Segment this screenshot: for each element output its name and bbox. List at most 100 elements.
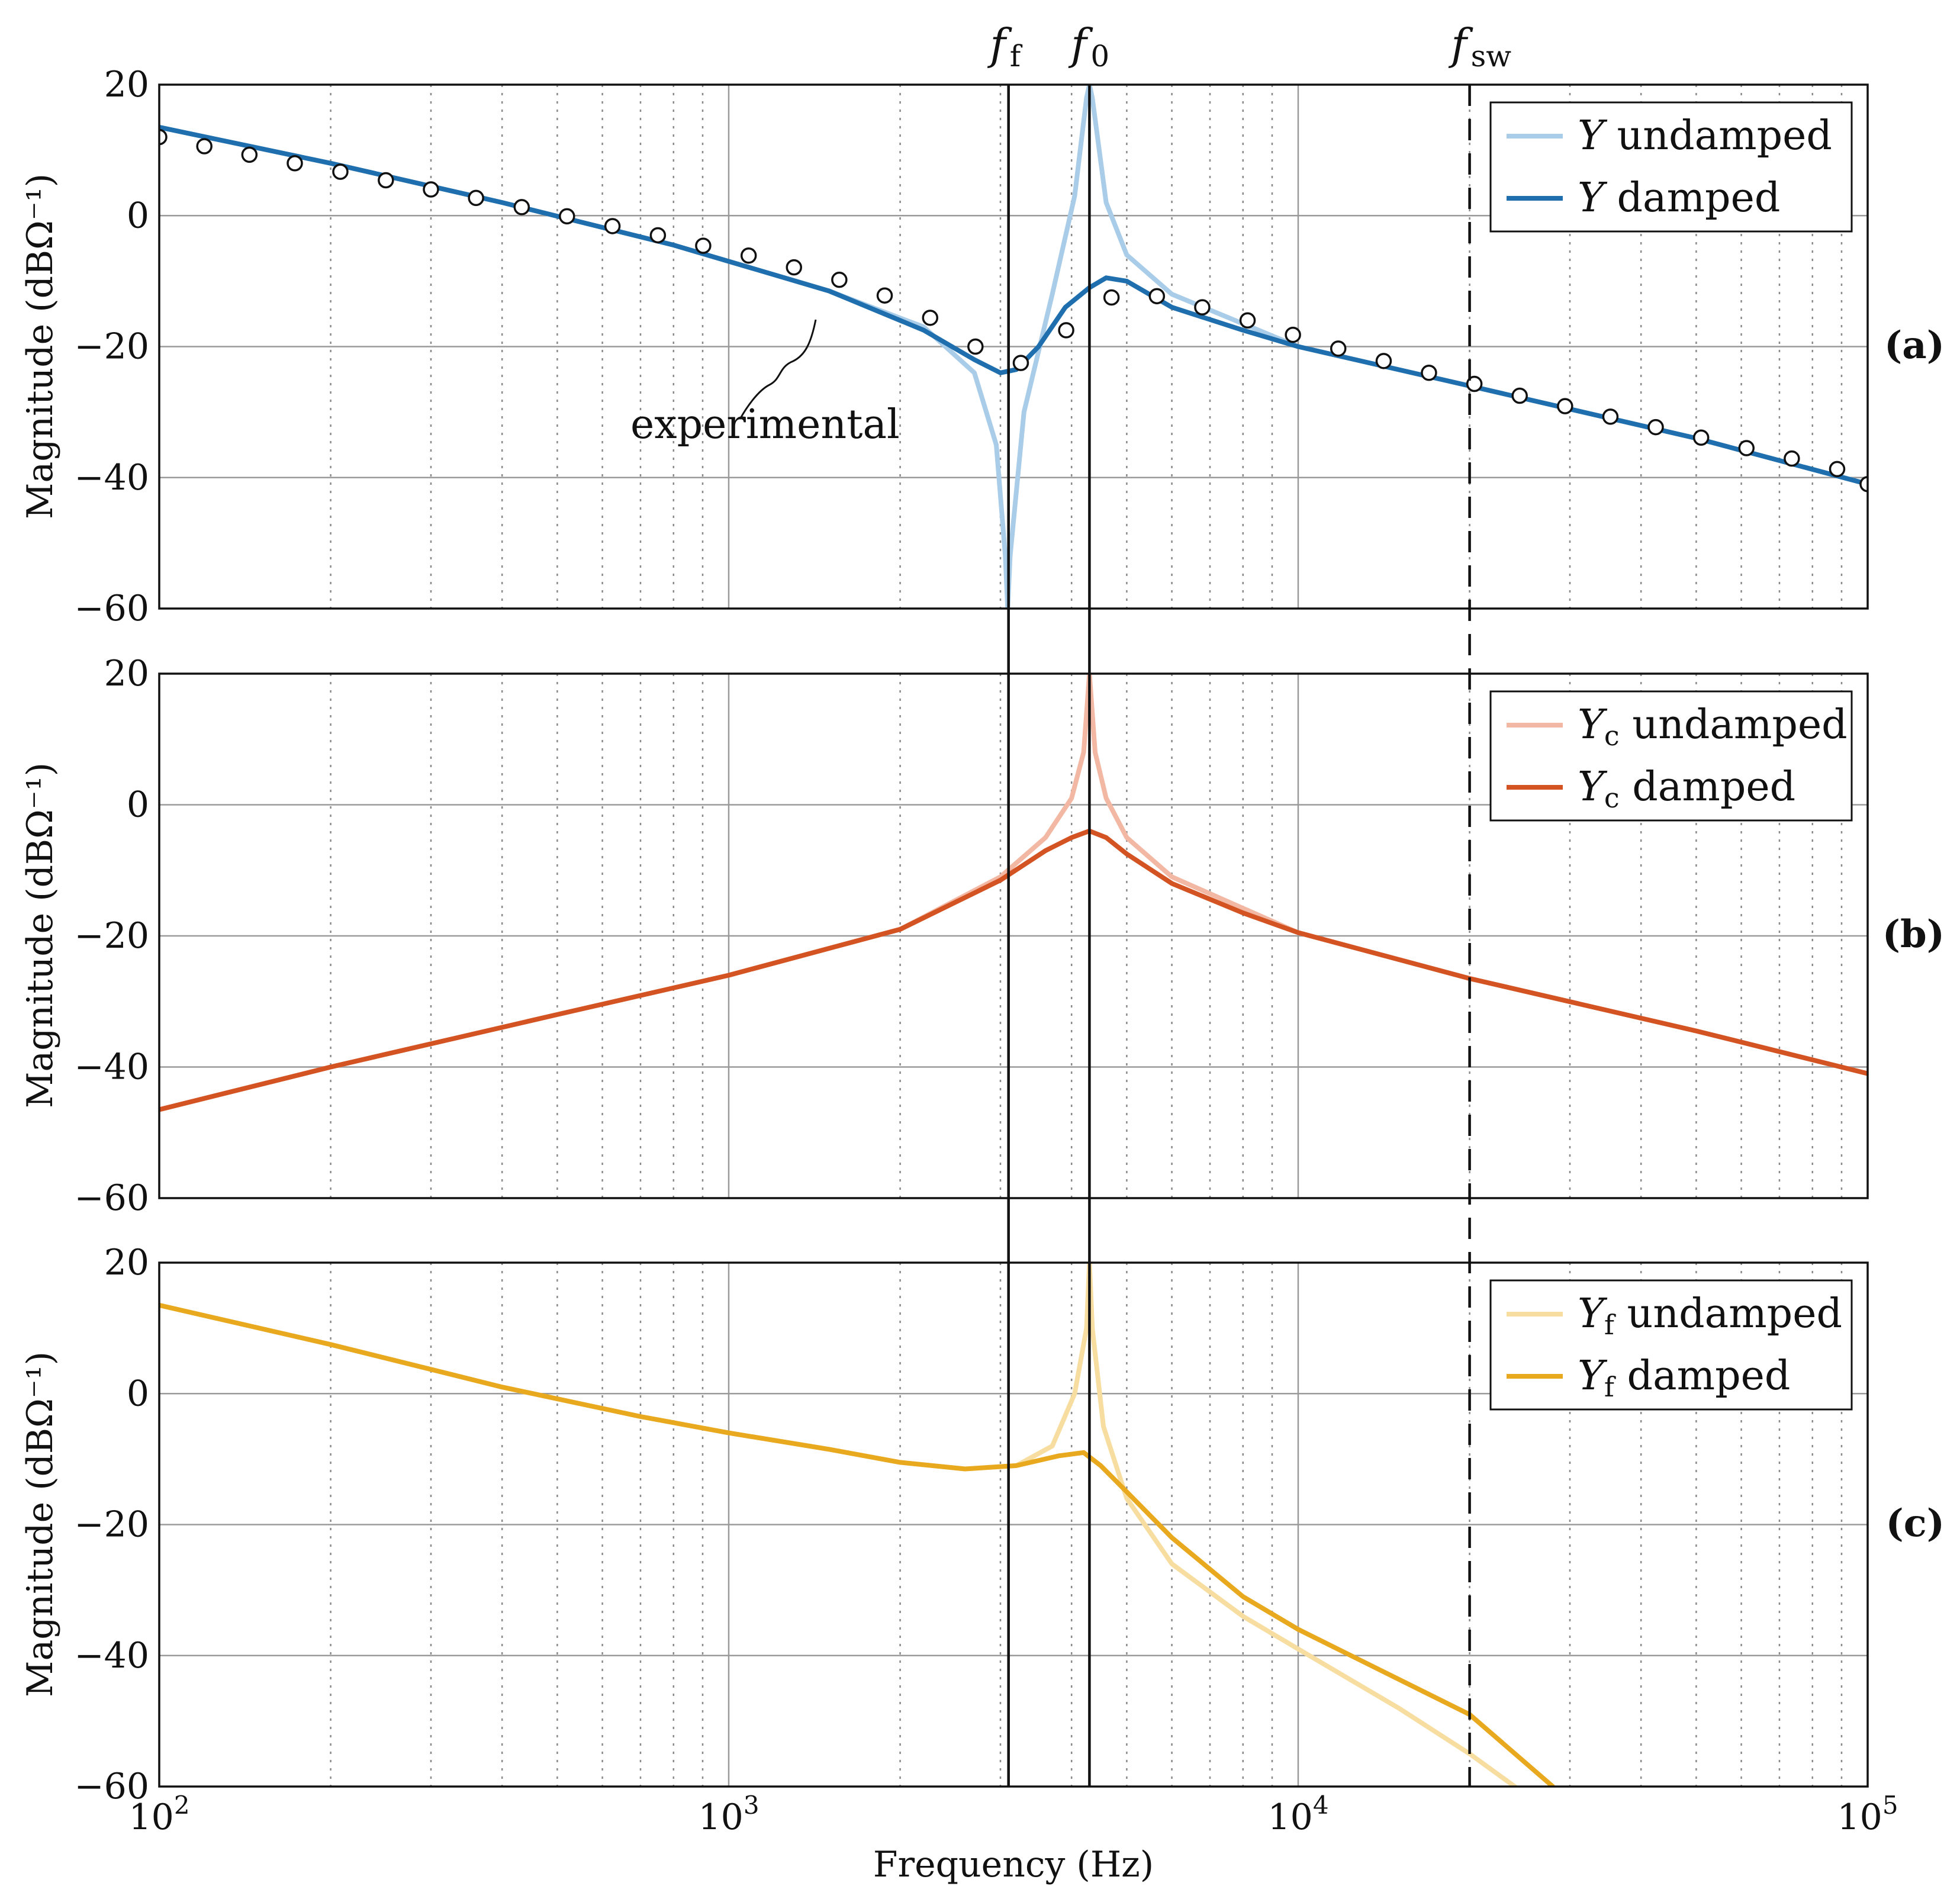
experimental-point-21 [1103,289,1120,306]
experimental-point-27 [1375,353,1392,369]
panel-b-legend-entry-1: Yc damped [1578,764,1795,814]
panel-c: 20 0 −20 −40 −60 Magnitude (dBΩ⁻¹) (c) Yf un… [20,1242,1945,1807]
experimental-point-35 [1738,440,1755,456]
panel-a-frame [158,83,1869,610]
panel-c-legend-entry-1: Yf damped [1578,1353,1790,1403]
experimental-point-9 [559,208,575,225]
panel-b-yticks: 20 0 −20 −40 −60 [74,653,149,1219]
experimental-point-32 [1602,408,1619,425]
panel-c-legend: Yf undamped Yf damped [1489,1279,1853,1411]
x-tick-label-3: 105 [1837,1791,1898,1838]
panel-b-legend-entry-0: Yc undamped [1578,701,1848,752]
panel-a-ytick-label-0: 20 [104,64,149,105]
experimental-point-22 [1148,288,1166,305]
panel-b-series-1 [159,828,1868,1112]
panel-c-ytick-label-0: 20 [104,1242,149,1283]
panel-c-ytick-label-4: −60 [74,1766,149,1807]
experimental-point-0 [159,128,168,146]
panel-b-label: (b) [1882,912,1945,957]
panel-b-frame [158,672,1869,1199]
experimental-point-11 [649,227,667,244]
panel-b-ylabel: Magnitude (dBΩ⁻¹) [20,762,61,1108]
marker-label-ff: f [987,20,1012,69]
x-tick-labels: 102 103 104 105 [128,1791,1898,1838]
experimental-point-18 [967,338,984,355]
panel-a-plot [159,85,1868,609]
experimental-point-3 [287,155,303,172]
panel-a: 20 0 −20 −40 −60 Magnitude (dBΩ⁻¹) (a) Y und… [20,64,1945,629]
experimental-point-6 [423,181,439,198]
panel-c-label: (c) [1885,1501,1945,1546]
experimental-annotation-leader [739,319,817,420]
experimental-point-13 [740,247,757,264]
experimental-point-37 [1829,461,1846,478]
experimental-point-16 [876,287,893,304]
panel-c-yticks: 20 0 −20 −40 −60 [74,1242,149,1807]
experimental-point-12 [695,237,712,254]
experimental-annotation-label: experimental [630,401,900,448]
experimental-point-8 [513,199,530,215]
experimental-point-14 [786,259,803,276]
panel-a-ytick-label-2: −20 [74,326,149,368]
experimental-point-33 [1647,419,1664,436]
experimental-point-17 [922,310,939,326]
panel-b-ytick-label-0: 20 [104,653,149,694]
panel-a-legend-box [1489,101,1853,233]
x-tick-label-0: 102 [128,1791,189,1838]
x-tick-label-2: 104 [1267,1791,1328,1838]
panel-b-legend: Yc undamped Yc damped [1489,690,1853,822]
panel-b-ytick-label-4: −60 [74,1177,149,1219]
panel-b-ytick-label-3: −40 [74,1047,149,1088]
panel-a-ytick-label-4: −60 [74,588,149,629]
marker-label-fsw: f [1448,20,1473,69]
experimental-point-36 [1784,450,1800,467]
experimental-point-38 [1859,476,1868,493]
panel-a-label: (a) [1884,323,1945,368]
marker-sub-f0: 0 [1090,39,1109,73]
panel-a-ylabel: Magnitude (dBΩ⁻¹) [20,173,61,519]
panel-c-series-1 [159,1302,1556,1787]
experimental-point-4 [332,163,349,180]
panel-a-ytick-label-1: 0 [127,195,149,236]
panel-c-ytick-label-2: −20 [74,1504,149,1546]
marker-sub-fsw: sw [1471,39,1512,73]
experimental-point-28 [1421,365,1437,381]
panel-b-grid [159,674,1868,1198]
experimental-point-1 [196,138,213,155]
experimental-point-19 [1012,355,1029,371]
experimental-point-34 [1692,429,1710,446]
experimental-point-5 [378,172,394,189]
experimental-point-7 [468,189,484,207]
experimental-point-10 [604,218,621,234]
vertical-markers: f f f 0 f sw [987,20,1511,1787]
experimental-point-23 [1194,299,1211,316]
panel-b: 20 0 −20 −40 −60 Magnitude (dBΩ⁻¹) (b) Yc un… [20,653,1945,1219]
panel-c-plot [159,1263,1556,1787]
panel-a-legend-entry-0: Y undamped [1578,112,1832,159]
panel-c-grid [159,1263,1868,1787]
experimental-point-2 [241,146,258,163]
panel-c-ytick-label-1: 0 [127,1373,149,1414]
panel-c-legend-box [1489,1279,1853,1411]
experimental-annotation: experimental [630,319,900,448]
experimental-point-31 [1557,398,1573,414]
marker-label-f0: f [1068,20,1093,69]
experimental-point-24 [1239,312,1256,329]
panel-a-grid [159,85,1868,609]
panel-b-ytick-label-2: −20 [74,915,149,957]
experimental-point-20 [1058,322,1074,339]
panel-c-legend-entry-0: Yf undamped [1578,1290,1842,1341]
panel-c-frame [158,1261,1869,1788]
x-tick-label-1: 103 [698,1791,759,1838]
x-axis-label: Frequency (Hz) [873,1844,1154,1885]
panel-c-ylabel: Magnitude (dBΩ⁻¹) [20,1351,61,1697]
experimental-point-26 [1330,340,1347,357]
panel-a-legend-entry-1: Y damped [1578,175,1780,221]
panel-a-ytick-label-3: −40 [74,457,149,498]
marker-sub-ff: f [1010,39,1023,73]
panel-b-legend-box [1489,690,1853,822]
panel-a-legend: Y undamped Y damped [1489,101,1853,233]
panel-a-yticks: 20 0 −20 −40 −60 [74,64,149,629]
experimental-point-25 [1285,326,1301,343]
